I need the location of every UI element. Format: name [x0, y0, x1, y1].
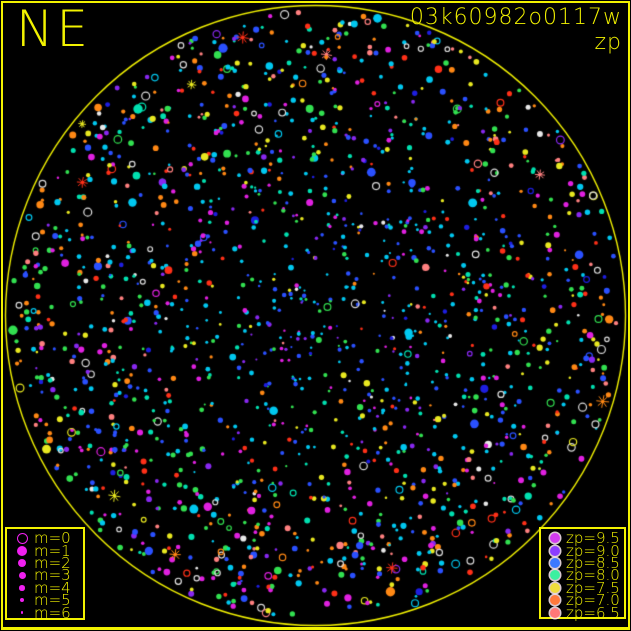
legend-row: zp=9.5 [544, 529, 622, 548]
zeropoint-marker-icon [544, 533, 566, 544]
magnitude-marker-icon [10, 532, 34, 544]
legend-row: m=3 [10, 566, 81, 585]
legend-label: zp=9.5 [566, 529, 620, 548]
legend-label: m=0 [34, 529, 71, 548]
zeropoint-marker-icon [544, 570, 566, 581]
magnitude-marker-icon [10, 598, 34, 603]
legend-label: zp=9.0 [566, 541, 620, 560]
title-block: 03k60982o0117w zp [410, 5, 622, 55]
legend-label: m=2 [34, 553, 71, 572]
legend-label: m=4 [34, 578, 71, 597]
legend-label: zp=6.5 [566, 603, 620, 622]
magnitude-marker-icon [10, 611, 34, 614]
magnitude-marker-icon [10, 558, 34, 568]
legend-label: m=6 [34, 603, 71, 622]
orientation-label: NE [16, 0, 91, 58]
legend-label: zp=7.0 [566, 591, 620, 610]
legend-row: m=5 [10, 591, 81, 610]
magnitude-legend: m=0 m=1 m=2 m=3 m=4 m=5 m=6 [5, 527, 85, 620]
legend-label: m=3 [34, 566, 71, 585]
legend-row: zp=7.0 [544, 591, 622, 610]
zeropoint-legend: zp=9.5 zp=9.0 zp=8.5 zp=8.0 zp=7.5 zp=7.0 zp=6… [539, 527, 626, 622]
legend-label: zp=8.5 [566, 553, 620, 572]
legend-row: m=0 [10, 529, 81, 548]
legend-row: zp=8.5 [544, 553, 622, 572]
legend-row: zp=7.5 [544, 578, 622, 597]
magnitude-marker-icon [10, 545, 34, 556]
zeropoint-marker-icon [544, 557, 566, 568]
legend-row: m=4 [10, 578, 81, 597]
legend-row: m=2 [10, 553, 81, 572]
legend-label: zp=8.0 [566, 566, 620, 585]
legend-row: zp=8.0 [544, 566, 622, 585]
exposure-title: 03k60982o0117w [409, 5, 622, 30]
legend-label: zp=7.5 [566, 578, 620, 597]
legend-label: m=1 [34, 541, 71, 560]
legend-row: zp=9.0 [544, 541, 622, 560]
color-variable-label: zp [594, 30, 622, 55]
legend-row: zp=6.5 [544, 603, 622, 622]
zeropoint-marker-icon [544, 582, 566, 593]
zeropoint-marker-icon [544, 607, 566, 618]
zeropoint-marker-icon [544, 545, 566, 556]
legend-label: m=5 [34, 591, 71, 610]
magnitude-marker-icon [10, 571, 34, 579]
magnitude-marker-icon [10, 585, 34, 591]
legend-row: m=1 [10, 541, 81, 560]
legend-row: m=6 [10, 603, 81, 622]
zeropoint-marker-icon [544, 595, 566, 606]
